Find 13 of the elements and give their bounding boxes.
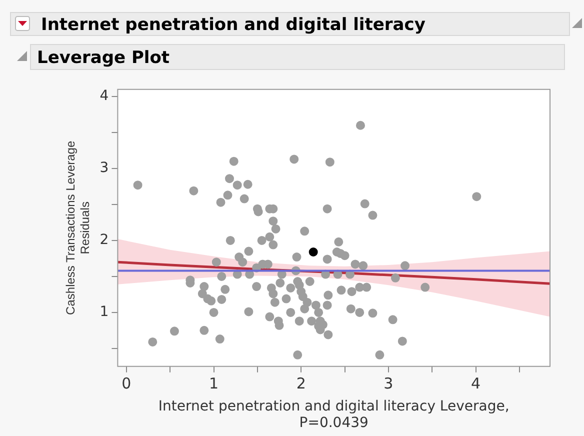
x-tick-label: 0 [122, 374, 132, 392]
y-tick-label: 4 [100, 88, 109, 104]
x-axis-title: Internet penetration and digital literacy Leverage, P=0.0439 [158, 398, 510, 432]
x-tick-label: 3 [384, 374, 394, 392]
chart-subtitle: Leverage Plot [37, 48, 170, 68]
chart-title: Internet penetration and digital literacy [41, 15, 426, 35]
y-tick-label: 3 [100, 160, 109, 176]
x-tick-label: 4 [470, 374, 481, 392]
y-axis-title: Cashless Transactions Leverage Residuals [64, 140, 92, 315]
x-tick-label: 2 [296, 374, 306, 392]
y-tick-label: 1 [100, 304, 109, 320]
y-tick-label: 2 [100, 232, 109, 248]
x-tick-label: 1 [209, 374, 219, 392]
